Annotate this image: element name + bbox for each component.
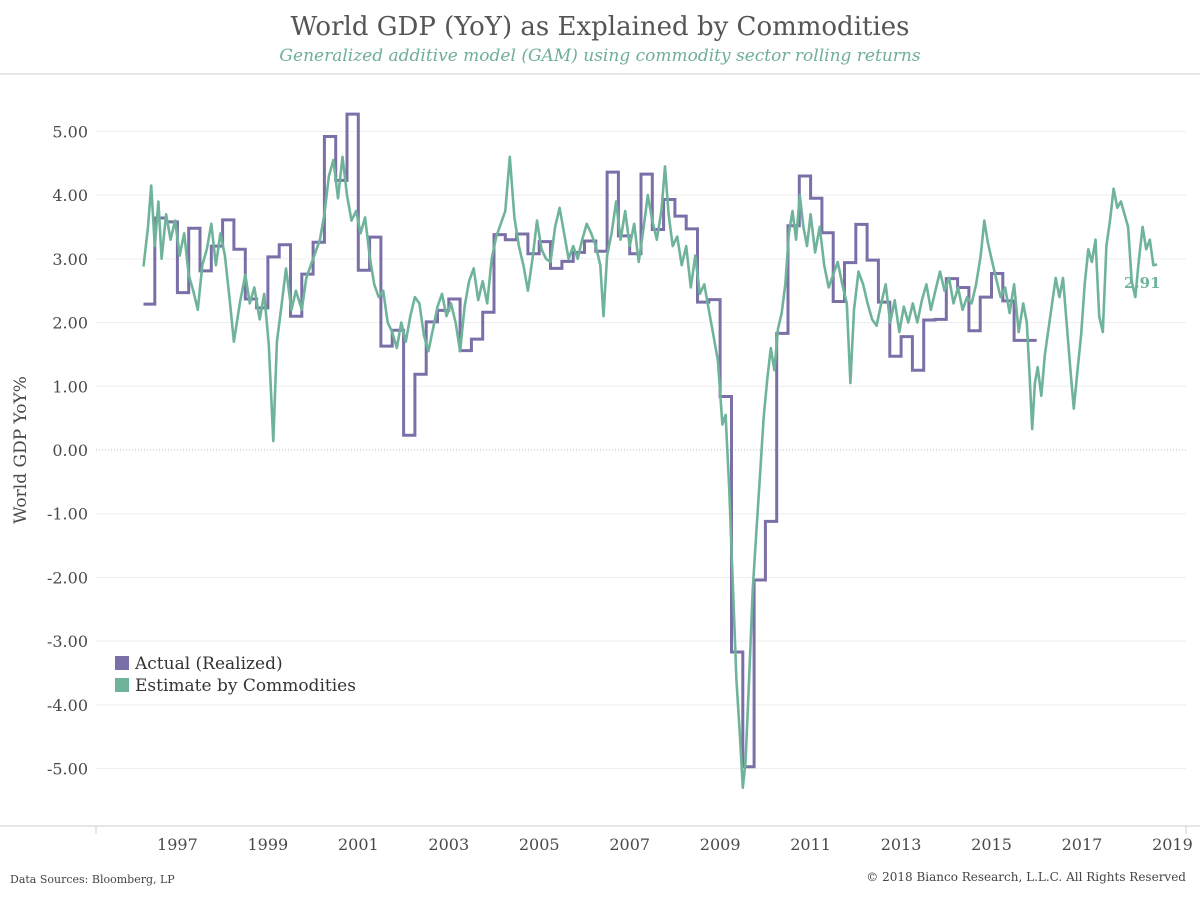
x-tick-label: 2015 [971,835,1012,854]
series-estimate-line [142,155,1158,790]
x-tick-label: 2013 [881,835,922,854]
y-tick-label: 2.00 [52,314,88,333]
y-tick-label: -5.00 [47,760,88,779]
y-tick-label: 4.00 [52,186,88,205]
y-tick-label: 0.00 [52,441,88,460]
x-axis-tick-labels: 1997 1999 2001 2003 2005 2007 2009 2011 2013 2015… [157,835,1193,854]
estimate-end-label: 2.91 [1124,274,1161,292]
x-tick-label: 2007 [609,835,650,854]
y-axis-tick-labels: 5.00 4.00 3.00 2.00 1.00 0.00 -1.00 -2.00 -3.00 -… [47,122,88,778]
x-tick-label: 2011 [790,835,831,854]
x-tick-label: 2003 [428,835,469,854]
x-tick-label: 1999 [248,835,289,854]
x-tick-label: 2017 [1062,835,1103,854]
y-tick-label: 3.00 [52,250,88,269]
y-tick-label: -1.00 [47,505,88,524]
copyright: © 2018 Bianco Research, L.L.C. All Right… [866,870,1186,884]
legend-swatch-actual [115,656,129,670]
y-tick-label: 5.00 [52,122,88,141]
y-tick-label: -2.00 [47,568,88,587]
x-tick-label: 1997 [157,835,198,854]
y-tick-label: -4.00 [47,696,88,715]
legend: Actual (Realized) Estimate by Commoditie… [115,654,356,696]
legend-label-actual: Actual (Realized) [134,654,283,674]
y-tick-label: 1.00 [52,377,88,396]
chart-title: World GDP (YoY) as Explained by Commodit… [290,12,910,42]
y-tick-label: -3.00 [47,632,88,651]
x-tick-label: 2001 [338,835,379,854]
x-tick-label: 2005 [519,835,560,854]
x-tick-label: 2009 [700,835,741,854]
x-tick-label: 2019 [1152,835,1193,854]
data-sources: Data Sources: Bloomberg, LP [10,873,175,886]
legend-swatch-estimate [115,678,129,692]
y-axis-title: World GDP YoY% [11,376,31,524]
chart-subtitle: Generalized additive model (GAM) using c… [279,46,921,66]
legend-label-estimate: Estimate by Commodities [135,676,356,696]
series-actual-line [143,112,1037,769]
